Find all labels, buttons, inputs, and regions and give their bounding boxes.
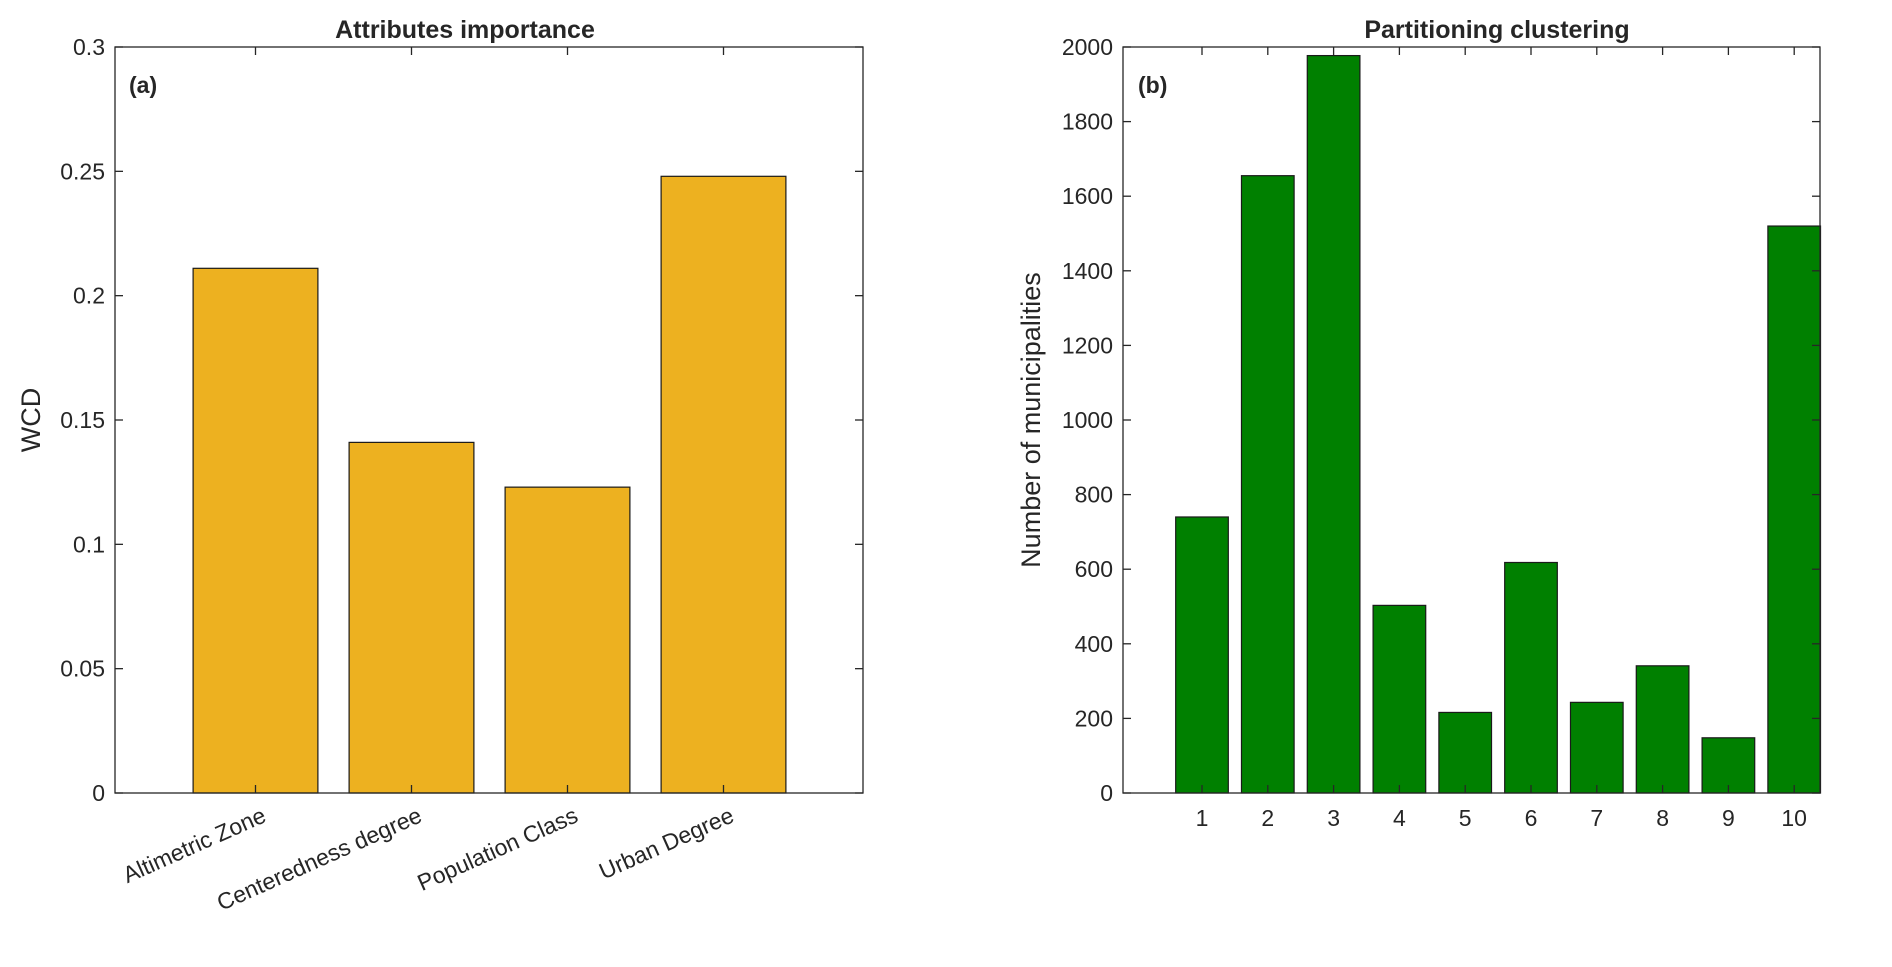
y-axis-label: WCD bbox=[16, 388, 46, 452]
x-tick-label: 7 bbox=[1590, 805, 1603, 831]
x-tick-labels-group: 1 2 3 4 5 6 7 8 9 10 bbox=[1196, 805, 1807, 831]
y-tick-label: 200 bbox=[1075, 705, 1113, 731]
y-tick-label: 0.05 bbox=[60, 656, 105, 682]
y-tick-label: 1400 bbox=[1062, 258, 1113, 284]
x-tick-label: 10 bbox=[1781, 805, 1807, 831]
panel-label: (b) bbox=[1138, 72, 1167, 98]
panel-b-partitioning-clustering: Partitioning clustering Number of munici… bbox=[1016, 16, 1822, 831]
x-tick-label: Altimetric Zone bbox=[119, 802, 270, 888]
y-tick-label: 600 bbox=[1075, 556, 1113, 582]
bar-3 bbox=[1306, 54, 1361, 794]
x-tick-label: 6 bbox=[1525, 805, 1538, 831]
x-tick-label: 1 bbox=[1196, 805, 1209, 831]
bar-5 bbox=[1438, 711, 1493, 794]
bar-8 bbox=[1635, 665, 1690, 794]
bar-4 bbox=[1372, 604, 1427, 794]
y-tick-label: 2000 bbox=[1062, 34, 1113, 60]
bars-group bbox=[1175, 54, 1822, 794]
x-tick-label: 5 bbox=[1459, 805, 1472, 831]
y-tick-label: 1800 bbox=[1062, 109, 1113, 135]
x-tick-label: 4 bbox=[1393, 805, 1406, 831]
bar-1 bbox=[1175, 516, 1229, 794]
y-axis-label: Number of municipalities bbox=[1016, 272, 1046, 568]
bar-6 bbox=[1504, 561, 1558, 794]
y-tick-label: 800 bbox=[1075, 482, 1113, 508]
x-tick-label: Urban Degree bbox=[595, 802, 738, 885]
panel-a-attributes-importance: Attributes importance WCD 0 0.05 0.1 0.15 0.… bbox=[16, 16, 864, 916]
y-tick-label: 0.25 bbox=[60, 158, 105, 184]
bars-group bbox=[192, 175, 787, 794]
y-ticks-group: 0 0.05 0.1 0.15 0.2 0.25 0.3 bbox=[60, 34, 863, 806]
chart-title: Attributes importance bbox=[335, 16, 595, 44]
y-ticks-group: 0 200 400 600 800 1000 1200 1400 1600 1800 2000 bbox=[1062, 34, 1820, 806]
y-tick-label: 0 bbox=[1100, 780, 1113, 806]
y-tick-label: 1000 bbox=[1062, 407, 1113, 433]
bar-7 bbox=[1569, 701, 1624, 794]
bar-10 bbox=[1767, 225, 1822, 794]
y-tick-label: 0.1 bbox=[73, 531, 105, 557]
bar-urban-degree bbox=[660, 175, 787, 794]
bar-9 bbox=[1701, 737, 1756, 794]
chart-title: Partitioning clustering bbox=[1364, 16, 1629, 44]
x-tick-label: 2 bbox=[1261, 805, 1274, 831]
x-tick-label: 8 bbox=[1656, 805, 1669, 831]
y-tick-label: 0.15 bbox=[60, 407, 105, 433]
bar-centeredness-degree bbox=[348, 441, 475, 794]
panel-label: (a) bbox=[129, 72, 157, 98]
x-tick-label: Population Class bbox=[413, 802, 581, 896]
bar-altimetric-zone bbox=[192, 267, 319, 794]
y-tick-label: 0 bbox=[92, 780, 105, 806]
y-tick-label: 400 bbox=[1075, 631, 1113, 657]
bar-2 bbox=[1240, 175, 1295, 794]
y-tick-label: 1200 bbox=[1062, 332, 1113, 358]
x-tick-label: 3 bbox=[1327, 805, 1340, 831]
x-tick-label: 9 bbox=[1722, 805, 1735, 831]
bar-population-class bbox=[504, 486, 631, 794]
y-tick-label: 0.3 bbox=[73, 34, 105, 60]
y-tick-label: 1600 bbox=[1062, 183, 1113, 209]
y-tick-label: 0.2 bbox=[73, 283, 105, 309]
